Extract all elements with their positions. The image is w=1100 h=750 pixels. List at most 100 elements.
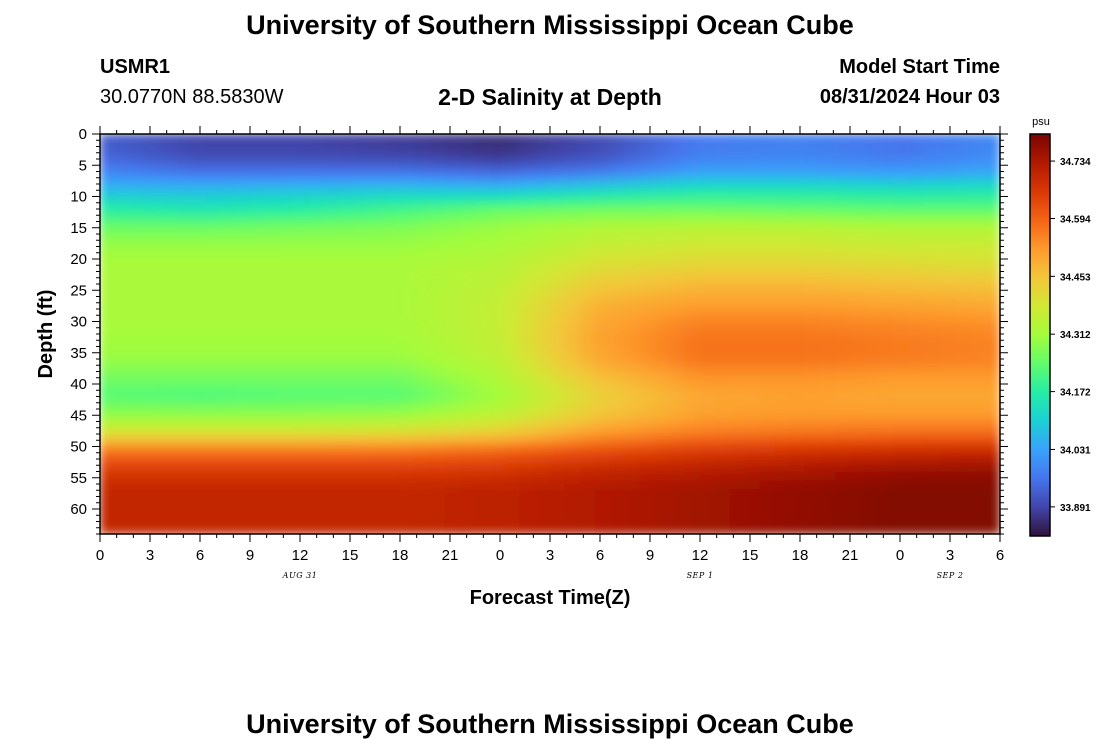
heatmap-cell (504, 391, 521, 402)
heatmap-cell (684, 364, 701, 375)
heatmap-cell (249, 480, 266, 491)
heatmap-cell (189, 204, 206, 215)
heatmap-cell (594, 186, 611, 197)
heatmap-cell (459, 275, 476, 286)
heatmap-cell (759, 204, 776, 215)
heatmap-cell (729, 382, 746, 393)
heatmap-cell (639, 329, 656, 339)
heatmap-cell (954, 497, 971, 508)
heatmap-cell (204, 417, 221, 428)
heatmap-cell (384, 213, 401, 224)
heatmap-cell (159, 257, 176, 268)
heatmap-cell (369, 169, 386, 179)
heatmap-cell (324, 462, 341, 473)
heatmap-cell (159, 311, 176, 322)
heatmap-cell (324, 284, 341, 295)
heatmap-cell (474, 266, 491, 277)
heatmap-cell (429, 293, 446, 304)
heatmap-cell (234, 302, 251, 313)
heatmap-cell (489, 134, 506, 144)
heatmap-cell (519, 489, 536, 499)
heatmap-cell (609, 249, 626, 259)
heatmap-cell (594, 302, 611, 313)
heatmap-cell (114, 346, 131, 357)
heatmap-cell (384, 293, 401, 304)
heatmap-cell (894, 151, 911, 162)
heatmap-cell (489, 329, 506, 339)
heatmap-cell (834, 186, 851, 197)
heatmap-cell (294, 160, 311, 171)
heatmap-cell (399, 142, 416, 153)
heatmap-cell (714, 177, 731, 188)
heatmap-cell (324, 177, 341, 188)
heatmap-cell (354, 142, 371, 153)
heatmap-cell (819, 346, 836, 357)
heatmap-cell (519, 373, 536, 384)
heatmap-cell (234, 231, 251, 242)
heatmap-cell (249, 195, 266, 206)
heatmap-cell (939, 409, 956, 419)
heatmap-cell (909, 355, 926, 366)
heatmap-cell (339, 409, 356, 419)
heatmap-cell (219, 257, 236, 268)
heatmap-cell (519, 506, 536, 517)
heatmap-cell (864, 240, 881, 251)
heatmap-cell (909, 142, 926, 153)
heatmap-cell (219, 409, 236, 419)
heatmap-cell (849, 373, 866, 384)
heatmap-cell (369, 346, 386, 357)
heatmap-cell (279, 329, 296, 339)
heatmap-cell (669, 391, 686, 402)
heatmap-cell (834, 382, 851, 393)
heatmap-cell (834, 204, 851, 215)
heatmap-cell (369, 266, 386, 277)
y-tick-label: 55 (70, 470, 87, 487)
heatmap-cell (894, 266, 911, 277)
heatmap-cell (414, 222, 431, 233)
heatmap-cell (459, 186, 476, 197)
heatmap-cell (774, 391, 791, 402)
heatmap-cell (699, 302, 716, 313)
heatmap-cell (939, 329, 956, 339)
heatmap-cell (100, 480, 116, 491)
heatmap-cell (924, 293, 941, 304)
heatmap-cell (954, 302, 971, 313)
heatmap-cell (789, 213, 806, 224)
heatmap-cell (789, 355, 806, 366)
heatmap-cell (219, 462, 236, 473)
heatmap-cell (100, 435, 116, 446)
heatmap-cell (594, 515, 611, 526)
heatmap-cell (189, 134, 206, 144)
heatmap-cell (174, 213, 191, 224)
heatmap-cell (624, 497, 641, 508)
heatmap-cell (744, 364, 761, 375)
heatmap-cell (639, 497, 656, 508)
heatmap-cell (309, 373, 326, 384)
colorbar-label: 34.172 (1060, 388, 1091, 399)
heatmap-cell (474, 186, 491, 197)
heatmap-cell (249, 409, 266, 419)
heatmap-cell (100, 293, 116, 304)
heatmap-cell (579, 355, 596, 366)
heatmap-cell (789, 266, 806, 277)
heatmap-cell (474, 257, 491, 268)
heatmap-cell (714, 257, 731, 268)
heatmap-cell (729, 471, 746, 482)
heatmap-cell (789, 373, 806, 384)
heatmap-cell (834, 266, 851, 277)
heatmap-cell (924, 231, 941, 242)
heatmap-cell (174, 257, 191, 268)
heatmap-cell (654, 524, 671, 534)
heatmap-cell (744, 134, 761, 144)
heatmap-cell (639, 222, 656, 233)
heatmap-cell (984, 142, 1000, 153)
heatmap-cell (954, 391, 971, 402)
heatmap-cell (129, 151, 146, 162)
heatmap-cell (234, 160, 251, 171)
heatmap-cell (669, 177, 686, 188)
heatmap-cell (744, 302, 761, 313)
heatmap-cell (249, 320, 266, 331)
heatmap-cell (444, 391, 461, 402)
heatmap-cell (639, 204, 656, 215)
heatmap-cell (144, 506, 161, 517)
